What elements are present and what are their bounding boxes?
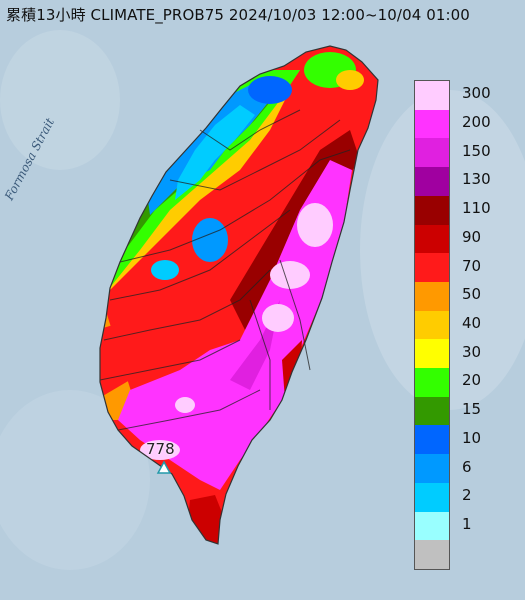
rain-zone-blue: [192, 218, 228, 262]
rain-zone-300: [297, 203, 333, 247]
rain-zone-blue: [248, 76, 292, 104]
legend-label: 6: [462, 457, 472, 476]
legend-swatch: [415, 138, 449, 168]
map-title: 累積13小時 CLIMATE_PROB75 2024/10/03 12:00~1…: [6, 6, 470, 24]
legend-label: 20: [462, 371, 482, 390]
rain-zone-300: [270, 261, 310, 289]
legend-label: 300: [462, 84, 491, 103]
legend-swatch: [415, 368, 449, 397]
rain-zone-300: [262, 304, 294, 332]
legend-swatch: [415, 454, 449, 483]
rain-zone-green: [108, 70, 300, 290]
legend-label: 15: [462, 400, 482, 419]
taiwan-coastline: [99, 45, 379, 545]
rain-zone-purple: [230, 300, 280, 390]
legend-label: 30: [462, 342, 482, 361]
legend-swatch: [415, 310, 449, 340]
legend-label: 1: [462, 514, 472, 533]
rain-zone-lightblue: [175, 105, 255, 200]
legend-label: 50: [462, 285, 482, 304]
legend-label: 40: [462, 314, 482, 332]
peak-marker-icon: [156, 460, 172, 474]
county-boundaries: [99, 109, 351, 431]
rain-zone-blue: [151, 260, 179, 280]
legend-swatch: [415, 339, 449, 369]
legend-label: 150: [462, 141, 491, 160]
rain-zone-300: [140, 440, 180, 460]
legend-swatch: [415, 281, 449, 311]
legend-swatch: [415, 396, 449, 426]
rain-zone-red-coast: [100, 320, 150, 400]
rainfall-field: [100, 52, 364, 544]
rainfall-legend: [414, 80, 450, 570]
legend-label: 70: [462, 256, 482, 275]
legend-label: 10: [462, 428, 482, 447]
legend-label: 110: [462, 199, 491, 218]
legend-swatch: [415, 482, 449, 512]
legend-swatch: [415, 109, 449, 139]
legend-label: 130: [462, 170, 491, 189]
peak-value-label: 778: [146, 440, 175, 458]
legend-swatch: [415, 224, 449, 254]
legend-label: 90: [462, 227, 482, 246]
cloud-texture: [0, 390, 150, 570]
rain-zone-300: [175, 397, 195, 413]
legend-swatch: [415, 81, 449, 110]
legend-swatch: [415, 425, 449, 455]
legend-swatch: [415, 540, 449, 569]
cloud-texture: [0, 30, 120, 170]
legend-label: 2: [462, 486, 472, 505]
legend-swatch: [415, 511, 449, 541]
legend-swatch: [415, 195, 449, 225]
rain-zone-yellow: [336, 70, 364, 90]
legend-swatch: [415, 253, 449, 282]
legend-swatch: [415, 167, 449, 196]
legend-label: 200: [462, 113, 491, 132]
